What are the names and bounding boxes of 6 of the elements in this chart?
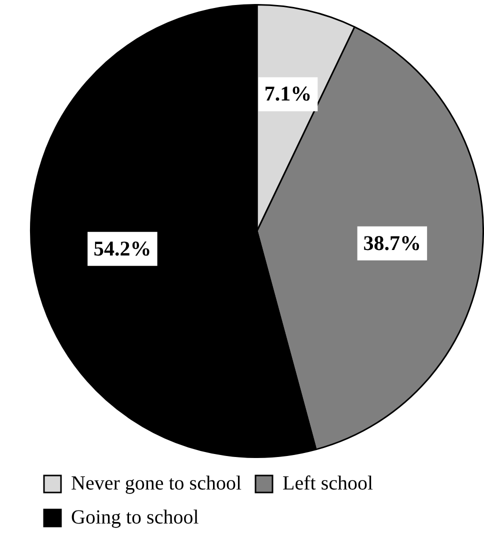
data-label: 38.7% [363,230,422,255]
data-label: 7.1% [264,82,312,106]
legend-label: Going to school [71,506,200,528]
legend-label: Left school [282,472,374,494]
legend-label: Never gone to school [71,472,242,494]
data-label: 54.2% [94,236,152,260]
